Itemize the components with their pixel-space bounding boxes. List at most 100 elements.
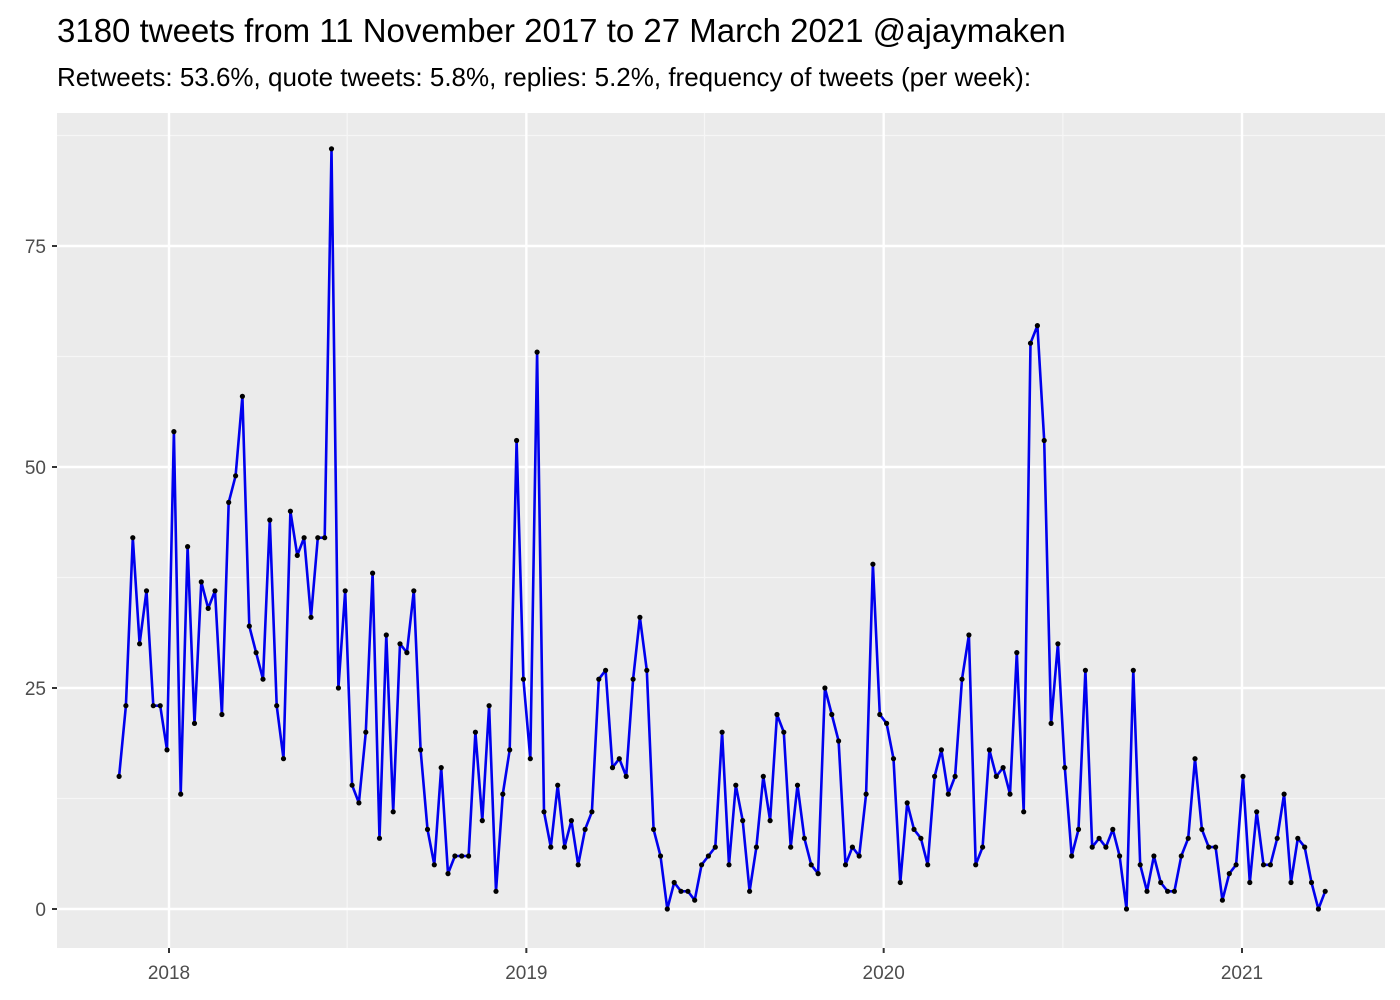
- data-point: [376, 835, 383, 841]
- data-point: [1014, 650, 1020, 656]
- data-point: [644, 667, 650, 673]
- data-point: [1254, 809, 1260, 815]
- data-point: [1240, 773, 1246, 780]
- data-point: [733, 782, 739, 788]
- data-point: [185, 544, 191, 550]
- data-point: [630, 676, 636, 682]
- data-point: [603, 667, 609, 673]
- data-point: [466, 853, 472, 859]
- data-point: [349, 782, 355, 788]
- data-point: [589, 809, 595, 815]
- data-point: [774, 711, 780, 718]
- data-point: [438, 765, 444, 771]
- data-point: [596, 676, 602, 682]
- data-point: [815, 871, 821, 877]
- data-point: [781, 729, 787, 735]
- data-point: [918, 835, 924, 841]
- data-point: [986, 747, 993, 753]
- data-point: [1117, 853, 1123, 859]
- data-point: [1281, 791, 1287, 797]
- data-point: [459, 853, 465, 859]
- data-point: [548, 844, 554, 850]
- data-point: [863, 791, 869, 797]
- data-point: [123, 703, 129, 709]
- data-point: [397, 641, 403, 647]
- data-point: [575, 862, 581, 868]
- data-point: [287, 508, 293, 514]
- data-point: [719, 729, 725, 735]
- data-point: [712, 844, 718, 850]
- data-point: [370, 570, 376, 576]
- data-point: [1322, 888, 1328, 894]
- data-point: [472, 729, 478, 735]
- data-point: [1041, 437, 1047, 444]
- data-point: [747, 888, 753, 894]
- data-point: [1103, 844, 1109, 850]
- data-point: [699, 862, 705, 868]
- data-point: [657, 853, 664, 859]
- data-point: [418, 747, 424, 753]
- data-point: [1048, 720, 1054, 727]
- data-point: [164, 747, 170, 753]
- data-point: [1295, 835, 1301, 841]
- data-point: [335, 685, 341, 691]
- data-point: [191, 720, 198, 727]
- data-point: [1027, 340, 1034, 346]
- data-point: [877, 711, 883, 718]
- data-point: [1137, 862, 1143, 868]
- data-point: [390, 809, 396, 815]
- data-point: [253, 650, 259, 656]
- data-point: [1021, 809, 1027, 815]
- data-point: [623, 773, 629, 780]
- data-point: [534, 349, 540, 355]
- chart-subtitle: Retweets: 53.6%, quote tweets: 5.8%, rep…: [57, 62, 1032, 92]
- data-point: [157, 703, 163, 709]
- data-point: [726, 862, 732, 868]
- data-point: [1075, 826, 1082, 833]
- data-point: [411, 588, 417, 594]
- y-tick-label: 75: [25, 237, 46, 258]
- data-point: [952, 773, 958, 780]
- data-point: [479, 818, 485, 824]
- data-point: [431, 862, 437, 868]
- data-point: [315, 535, 321, 541]
- data-point: [1165, 888, 1171, 894]
- data-point: [609, 765, 616, 771]
- data-point: [294, 552, 300, 559]
- data-point: [808, 862, 814, 868]
- data-point: [383, 632, 389, 638]
- data-point: [760, 773, 766, 780]
- data-point: [664, 906, 670, 912]
- data-point: [884, 720, 890, 727]
- data-point: [205, 605, 211, 612]
- data-point: [308, 614, 314, 620]
- data-point: [1055, 641, 1061, 647]
- data-point: [445, 871, 451, 877]
- data-point: [856, 853, 862, 859]
- data-point: [301, 535, 307, 541]
- data-point: [1171, 888, 1177, 894]
- data-point: [1130, 667, 1136, 673]
- data-point: [788, 844, 794, 850]
- data-point: [1260, 862, 1267, 868]
- data-point: [130, 535, 136, 541]
- data-point: [486, 703, 492, 709]
- data-point: [267, 517, 273, 523]
- data-point: [1213, 844, 1219, 850]
- data-point: [1144, 888, 1150, 894]
- data-point: [1123, 906, 1130, 912]
- data-point: [911, 826, 917, 833]
- data-point: [1315, 906, 1321, 912]
- data-point: [794, 782, 801, 788]
- x-tick-label: 2021: [1221, 963, 1263, 984]
- data-point: [356, 800, 362, 806]
- data-point: [520, 676, 527, 682]
- data-point: [801, 835, 808, 841]
- data-point: [1302, 844, 1308, 850]
- data-point: [1308, 879, 1315, 886]
- x-tick-label: 2019: [505, 963, 547, 984]
- data-point: [260, 676, 266, 682]
- data-point: [1274, 835, 1280, 841]
- data-point: [555, 782, 561, 788]
